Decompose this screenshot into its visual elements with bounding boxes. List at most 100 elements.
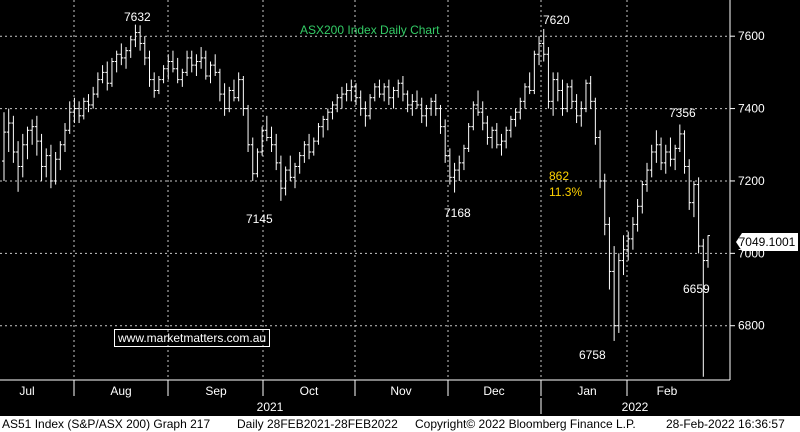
ohlc-bar	[382, 83, 387, 102]
ohlc-bar	[687, 159, 692, 210]
ohlc-bar	[292, 162, 297, 189]
x-month-label: Nov	[390, 384, 411, 398]
ohlc-bar	[701, 238, 706, 377]
ohlc-bar	[372, 83, 377, 102]
ohlc-bar	[297, 152, 302, 174]
x-month-label: Oct	[300, 384, 319, 398]
ohlc-bar	[147, 50, 152, 87]
x-month-label: Aug	[110, 384, 131, 398]
ohlc-bar	[555, 72, 560, 102]
ohlc-bar	[53, 152, 58, 185]
ohlc-bar	[607, 217, 612, 290]
ohlc-bar	[283, 166, 288, 196]
ohlc-bar	[335, 94, 340, 113]
ohlc-bar	[673, 144, 678, 171]
annotation-low-6659: 6659	[683, 282, 710, 296]
ohlc-bar	[532, 50, 537, 95]
ohlc-bar	[105, 61, 110, 91]
ohlc-bar	[583, 79, 588, 113]
ohlc-bar	[579, 101, 584, 127]
ohlc-bar	[152, 72, 157, 98]
bloomberg-footer: AS51 Index (S&P/ASX 200) Graph 217 Daily…	[0, 416, 800, 432]
footer-timestamp: 28-Feb-2022 16:36:57	[666, 417, 785, 431]
ohlc-bar	[696, 177, 701, 254]
ohlc-bar	[504, 126, 509, 149]
ohlc-bar	[302, 141, 307, 163]
ohlc-bar	[34, 115, 39, 156]
ohlc-bar	[518, 97, 523, 120]
ohlc-bar	[649, 144, 654, 178]
ohlc-bar	[6, 108, 11, 152]
ohlc-bar	[621, 235, 626, 276]
ohlc-bar	[77, 101, 82, 124]
ohlc-bar	[485, 115, 490, 145]
ohlc-bar	[602, 173, 607, 236]
ohlc-bar	[264, 115, 269, 142]
ohlc-bar	[95, 72, 100, 98]
annotation-high-7620: 7620	[543, 13, 570, 27]
x-year-label: 2022	[622, 400, 649, 414]
ohlc-bar	[471, 101, 476, 131]
ohlc-bar	[574, 94, 579, 124]
ohlc-bar	[344, 83, 349, 102]
ohlc-bar	[588, 76, 593, 109]
y-tick-label: 7200	[738, 174, 765, 188]
ohlc-bar	[241, 76, 246, 116]
ohlc-bar	[86, 94, 91, 113]
ohlc-bar	[476, 90, 481, 116]
ohlc-bar	[480, 101, 485, 131]
ohlc-bar	[527, 72, 532, 95]
ohlc-bar	[227, 86, 232, 113]
ohlc-bar	[386, 79, 391, 105]
x-month-label: Sep	[205, 384, 227, 398]
ohlc-bar	[180, 68, 185, 87]
ohlc-bar	[156, 76, 161, 95]
ohlc-bar	[391, 86, 396, 109]
ohlc-bar	[400, 76, 405, 102]
ohlc-bar	[438, 104, 443, 134]
ohlc-bar	[100, 65, 105, 84]
ohlc-bar	[499, 133, 504, 156]
ohlc-bar	[288, 155, 293, 181]
ohlc-bar	[63, 123, 68, 152]
ohlc-bars	[2, 24, 710, 377]
grid-lines	[0, 0, 730, 380]
ohlc-bar	[508, 115, 513, 138]
ohlc-bar	[91, 86, 96, 109]
ohlc-bar	[706, 235, 710, 268]
ohlc-bar	[311, 137, 316, 156]
ohlc-bar	[654, 130, 659, 163]
ohlc-bar	[447, 148, 452, 185]
ohlc-bar	[691, 180, 696, 218]
ohlc-bar	[635, 199, 640, 232]
ohlc-bar	[358, 90, 363, 116]
ohlc-bar	[25, 126, 30, 160]
footer-range: Daily 28FEB2021-28FEB2022	[237, 417, 398, 431]
ohlc-bar	[513, 108, 518, 127]
x-month-label: Jan	[577, 384, 596, 398]
ohlc-bar	[231, 79, 236, 102]
ohlc-bar	[185, 50, 190, 76]
ohlc-bar	[616, 253, 621, 333]
ohlc-bar	[560, 79, 565, 116]
ohlc-bar	[67, 101, 72, 134]
ohlc-bar	[114, 50, 119, 73]
ohlc-bar	[522, 83, 527, 109]
y-tick-label: 7400	[738, 102, 765, 116]
ohlc-bar	[217, 68, 222, 102]
ohlc-bar	[363, 101, 368, 127]
ohlc-bar	[48, 144, 53, 189]
ohlc-bar	[39, 133, 44, 181]
ohlc-bar	[630, 217, 635, 250]
ohlc-bar	[236, 72, 241, 102]
ohlc-bar	[278, 155, 283, 201]
ohlc-bar	[161, 65, 166, 84]
ohlc-bar	[170, 50, 175, 73]
ohlc-bar	[349, 79, 354, 102]
ohlc-bar	[461, 144, 466, 171]
ohlc-bar	[44, 148, 49, 178]
annotation-high-7356: 7356	[669, 106, 696, 120]
